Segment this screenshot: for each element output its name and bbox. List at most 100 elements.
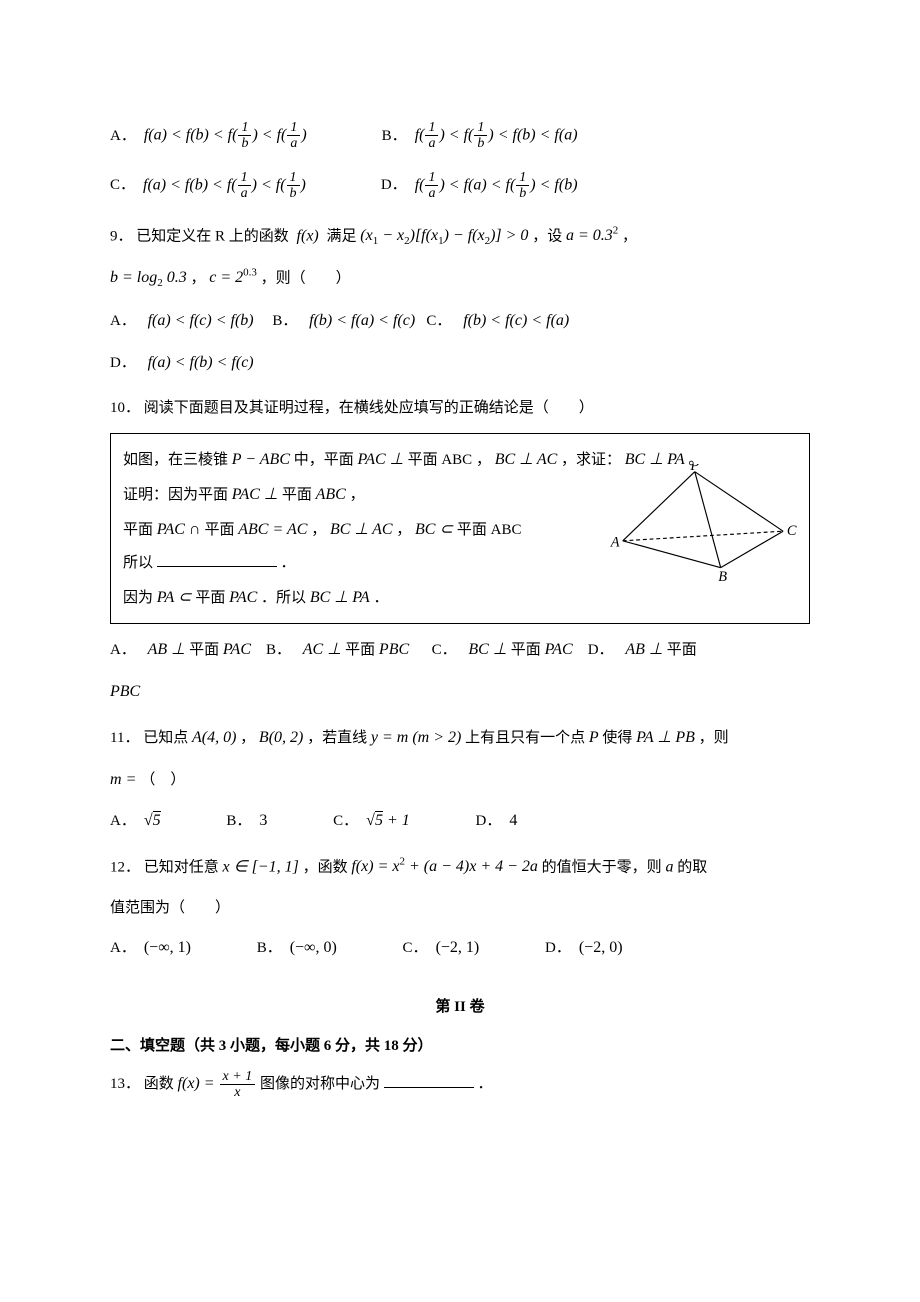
proof-bc-pa2: BC ⊥ PA <box>310 589 370 606</box>
q9-opt-b-label: B． <box>272 313 297 329</box>
q11-opt-b: 3 <box>259 812 267 829</box>
proof-pabc: P − ABC <box>232 451 290 468</box>
question-12: 12． 已知对任意 x ∈ [−1, 1] ，函数 f(x) = x2 + (a… <box>110 851 810 964</box>
proof-line2-mid: 平面 <box>282 487 312 503</box>
proof-line1-pre: 如图，在三棱锥 <box>123 452 228 468</box>
q12-number: 12． <box>110 859 140 875</box>
q10-opt-b: AC ⊥ <box>303 641 345 658</box>
q13-fx: f(x) = x + 1x <box>178 1075 257 1092</box>
q12-text-end: 的取 <box>677 859 707 875</box>
q9-comma2: ， <box>191 270 206 286</box>
q10-opt-b-cn: 平面 <box>345 642 379 658</box>
q11-paren: （ ） <box>140 772 185 788</box>
proof-line2-end: ， <box>350 487 365 503</box>
proof-line5-end: ． <box>373 590 388 606</box>
q11-stem: 11． 已知点 A(4, 0) ， B(0, 2) ，若直线 y = m (m … <box>110 722 810 754</box>
q9-satisfy: 满足 <box>327 228 357 244</box>
q12-opt-c: (−2, 1) <box>436 939 480 956</box>
q9-opt-c: f(b) < f(c) < f(a) <box>463 312 569 329</box>
figure-label-c: C <box>787 523 797 539</box>
q9-opt-c-label: C． <box>426 313 451 329</box>
proof-line5-pre: 因为 <box>123 590 153 606</box>
q11-text-pre: 已知点 <box>143 730 188 746</box>
proof-plane-abc: 平面 ABC <box>408 452 473 468</box>
q9-c-eq: c = 20.3 <box>209 269 257 286</box>
q13-stem: 13． 函数 f(x) = x + 1x 图像的对称中心为 ． <box>110 1068 810 1100</box>
q10-opt-c-label: C． <box>432 642 457 658</box>
q10-opt-d: AB ⊥ <box>625 641 666 658</box>
q9-cond: (x1 − x2)[f(x1) − f(x2)] > 0 <box>360 227 528 244</box>
tetrahedron-figure: P A B C <box>604 464 799 584</box>
q12-opt-a-label: A． <box>110 940 136 956</box>
proof-abc-ac: ABC = AC <box>238 521 307 538</box>
q10-number: 10． <box>110 400 140 416</box>
proof-pac1: PAC ⊥ <box>358 451 408 468</box>
question-9: 9． 已知定义在 R 上的函数 f(x) 满足 (x1 − x2)[f(x1) … <box>110 220 810 379</box>
q9-fx: f(x) <box>293 227 323 244</box>
q13-text-mid: 图像的对称中心为 <box>260 1076 380 1092</box>
q12-opt-a: (−∞, 1) <box>144 939 191 956</box>
q12-opt-c-label: C． <box>403 940 428 956</box>
q12-fx: f(x) = x2 + (a − 4)x + 4 − 2a <box>351 858 538 875</box>
q12-opt-d: (−2, 0) <box>579 939 623 956</box>
proof-bc-subset: BC ⊂ <box>415 521 457 538</box>
proof-line3-mid: 平面 <box>204 522 234 538</box>
q9-options-d: D． f(a) < f(b) < f(c) <box>110 347 810 379</box>
q9-then: ，则（ ） <box>261 270 351 286</box>
q11-text-end: ，则 <box>699 730 729 746</box>
q10-opt-d-cn: 平面 <box>667 642 697 658</box>
q10-proof-box: P A B C 如图，在三棱锥 P − ABC 中，平面 PAC ⊥ 平面 AB… <box>110 433 810 625</box>
proof-comma1: ， <box>476 452 491 468</box>
q10-options: A． AB ⊥ 平面 PAC B． AC ⊥ 平面 PBC C． BC ⊥ 平面… <box>110 634 810 666</box>
q9-text-pre: 已知定义在 R 上的函数 <box>136 228 289 244</box>
q10-stem: 10． 阅读下面题目及其证明过程，在横线处应填写的正确结论是（ ） <box>110 393 810 423</box>
q8-opt-b-label: B． <box>382 122 407 151</box>
q11-opt-a: √5 <box>144 811 161 829</box>
q10-opt-a: AB ⊥ <box>148 641 189 658</box>
q9-opt-a-label: A． <box>110 313 136 329</box>
q9-a-eq: a = 0.32 <box>566 227 618 244</box>
q9-options-abc: A． f(a) < f(c) < f(b) B． f(b) < f(a) < f… <box>110 305 810 337</box>
proof-blank <box>157 552 277 567</box>
q11-comma1: ， <box>240 730 255 746</box>
q8-opt-b-math: f(1a) < f(1b) < f(b) < f(a) <box>415 120 578 152</box>
q10-opt-c-cn: 平面 <box>511 642 545 658</box>
q8-opt-c-label: C． <box>110 171 135 200</box>
question-8-options: A． f(a) < f(b) < f(1b) < f(1a) B． f(1a) … <box>110 120 810 202</box>
q8-opt-a-label: A． <box>110 122 136 151</box>
q10-opt-a-label: A． <box>110 642 136 658</box>
q10-opt-a-pac: PAC <box>223 641 251 658</box>
q12-x-in: x ∈ [−1, 1] <box>223 858 299 875</box>
q11-opt-c-label: C． <box>333 813 358 829</box>
proof-so: 所以 <box>123 555 153 571</box>
q12-stem: 12． 已知对任意 x ∈ [−1, 1] ，函数 f(x) = x2 + (a… <box>110 851 810 883</box>
q12-options: A．(−∞, 1) B．(−∞, 0) C．(−2, 1) D．(−2, 0) <box>110 933 810 963</box>
proof-line1-mid: 中，平面 <box>294 452 354 468</box>
q10-opt-d-label: D． <box>588 642 614 658</box>
proof-line2-pre: 证明：因为平面 <box>123 487 228 503</box>
figure-label-a: A <box>610 534 620 550</box>
q12-a: a <box>665 858 673 875</box>
fill-blank-heading: 二、填空题（共 3 小题，每小题 6 分，共 18 分） <box>110 1032 810 1061</box>
proof-plane-pac: 平面 PAC <box>195 590 257 606</box>
q9-number: 9． <box>110 228 133 244</box>
q9-comma: ， <box>622 228 637 244</box>
q11-opt-b-label: B． <box>226 813 251 829</box>
figure-label-p: P <box>689 464 699 474</box>
q9-stem: 9． 已知定义在 R 上的函数 f(x) 满足 (x1 − x2)[f(x1) … <box>110 220 810 253</box>
proof-bc-ac2: BC ⊥ AC <box>330 521 393 538</box>
question-13: 13． 函数 f(x) = x + 1x 图像的对称中心为 ． <box>110 1068 810 1100</box>
proof-line3-pre: 平面 <box>123 522 153 538</box>
proof-comma3: ， <box>396 522 411 538</box>
q13-text-end: ． <box>477 1076 492 1092</box>
q11-options: A．√5 B．3 C．√5 + 1 D．4 <box>110 806 810 836</box>
q8-row-ab: A． f(a) < f(b) < f(1b) < f(1a) B． f(1a) … <box>110 120 810 152</box>
q12-opt-b-label: B． <box>257 940 282 956</box>
q11-opt-c: √5 + 1 <box>366 811 410 829</box>
q11-p: P <box>589 729 599 746</box>
q10-opt-c-pac: PAC <box>545 641 573 658</box>
proof-pac3: PAC ∩ <box>157 521 205 538</box>
proof-pa-subset: PA ⊂ <box>157 589 196 606</box>
q11-number: 11． <box>110 730 139 746</box>
question-10: 10． 阅读下面题目及其证明过程，在横线处应填写的正确结论是（ ） P A B … <box>110 393 810 709</box>
